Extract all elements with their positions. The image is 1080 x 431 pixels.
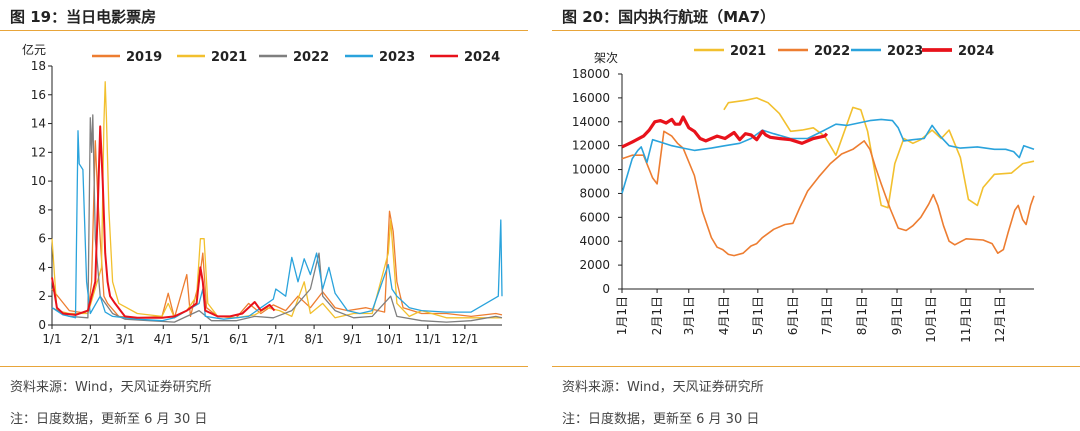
x-tick-label: 6/1 bbox=[229, 332, 248, 346]
legend-label-2024: 2024 bbox=[958, 44, 994, 59]
series-line-2021 bbox=[51, 81, 502, 319]
legend-label-2021: 2021 bbox=[730, 44, 766, 59]
x-tick-label: 11/1 bbox=[414, 332, 441, 346]
series-line-2022 bbox=[621, 130, 1035, 257]
y-tick-label: 6 bbox=[38, 232, 46, 246]
x-tick-label: 2月1日 bbox=[650, 296, 664, 335]
footer-divider bbox=[552, 366, 1080, 367]
x-tick-label: 3/1 bbox=[115, 332, 134, 346]
source-text: 资料来源：Wind，天风证券研究所 bbox=[10, 380, 212, 395]
y-tick-label: 4 bbox=[38, 260, 46, 274]
legend-label-2024: 2024 bbox=[464, 50, 500, 65]
legend-label-2023: 2023 bbox=[887, 44, 923, 59]
x-tick-label: 7/1 bbox=[266, 332, 285, 346]
y-tick-label: 18 bbox=[31, 59, 46, 73]
y-tick-label: 12 bbox=[31, 145, 46, 159]
x-tick-label: 10/1 bbox=[376, 332, 403, 346]
footer-divider bbox=[0, 366, 528, 367]
x-tick-label: 11月1日 bbox=[959, 296, 973, 343]
legend-label-2019: 2019 bbox=[126, 50, 162, 65]
x-tick-label: 1月1日 bbox=[615, 296, 629, 335]
y-tick-label: 4000 bbox=[579, 234, 610, 248]
y-tick-label: 0 bbox=[602, 282, 610, 296]
y-tick-label: 10000 bbox=[572, 163, 610, 177]
y-tick-label: 0 bbox=[38, 318, 46, 332]
x-tick-label: 2/1 bbox=[81, 332, 100, 346]
series-line-2019 bbox=[51, 140, 503, 319]
x-tick-label: 6月1日 bbox=[786, 296, 800, 335]
flights-chart: 架次 0 2000 4000 6000 8000 10000 12000 14000 16000 1… bbox=[572, 44, 1035, 343]
y-axis-title: 架次 bbox=[594, 51, 618, 65]
note-text: 注：日度数据，更新至 6 月 30 日 bbox=[562, 412, 760, 427]
x-tick-label: 1/1 bbox=[42, 332, 61, 346]
series-line-2023 bbox=[621, 118, 1035, 194]
series-line-2021 bbox=[723, 97, 1035, 209]
x-tick-label: 3月1日 bbox=[682, 296, 696, 335]
y-tick-label: 2000 bbox=[579, 258, 610, 272]
flights-panel: 图 20：国内执行航班（MA7） 架次 0 2000 4000 6000 8000 1000… bbox=[552, 0, 1080, 431]
y-tick-label: 16 bbox=[31, 88, 46, 102]
y-tick-label: 8 bbox=[38, 203, 46, 217]
y-tick-label: 10 bbox=[31, 174, 46, 188]
y-tick-label: 12000 bbox=[572, 139, 610, 153]
y-tick-label: 16000 bbox=[572, 91, 610, 105]
y-tick-label: 8000 bbox=[579, 186, 610, 200]
box-office-chart: 亿元 0 2 4 6 8 10 12 14 16 18 1/1 2/1 3/1 4/1 5/1 6/1 7/1 8/… bbox=[22, 42, 503, 346]
x-tick-label: 4月1日 bbox=[717, 296, 731, 335]
legend-label-2022: 2022 bbox=[293, 50, 329, 65]
legend-label-2021: 2021 bbox=[211, 50, 247, 65]
x-tick-label: 7月1日 bbox=[820, 296, 834, 335]
x-tick-label: 12/1 bbox=[451, 332, 478, 346]
note-text: 注：日度数据，更新至 6 月 30 日 bbox=[10, 412, 208, 427]
y-tick-label: 2 bbox=[38, 289, 46, 303]
x-tick-label: 10月1日 bbox=[924, 296, 938, 343]
y-axis-title: 亿元 bbox=[22, 42, 46, 57]
title-divider bbox=[552, 30, 1080, 31]
box-office-title: 图 19：当日电影票房 bbox=[10, 8, 157, 26]
y-tick-label: 18000 bbox=[572, 67, 610, 81]
legend-label-2022: 2022 bbox=[814, 44, 850, 59]
x-tick-label: 9月1日 bbox=[890, 296, 904, 335]
x-tick-label: 5月1日 bbox=[751, 296, 765, 335]
x-tick-label: 12月1日 bbox=[993, 296, 1007, 343]
series-line-2024 bbox=[621, 115, 829, 149]
series-line-2023 bbox=[51, 130, 503, 322]
box-office-panel: 图 19：当日电影票房 亿元 0 2 4 6 8 10 12 14 16 18 1/1 2/1 3/1 4/… bbox=[0, 0, 528, 431]
title-divider bbox=[0, 30, 528, 31]
x-tick-label: 4/1 bbox=[154, 332, 173, 346]
x-tick-label: 8/1 bbox=[304, 332, 323, 346]
source-text: 资料来源：Wind，天风证券研究所 bbox=[562, 380, 764, 395]
flights-title: 图 20：国内执行航班（MA7） bbox=[562, 8, 776, 26]
x-tick-label: 5/1 bbox=[191, 332, 210, 346]
y-tick-label: 14 bbox=[31, 117, 46, 131]
legend-label-2023: 2023 bbox=[379, 50, 415, 65]
y-tick-label: 14000 bbox=[572, 115, 610, 129]
x-tick-label: 8月1日 bbox=[855, 296, 869, 335]
series-line-2024 bbox=[51, 125, 276, 319]
y-tick-label: 6000 bbox=[579, 210, 610, 224]
x-tick-label: 9/1 bbox=[343, 332, 362, 346]
series-line-2022 bbox=[51, 114, 503, 323]
